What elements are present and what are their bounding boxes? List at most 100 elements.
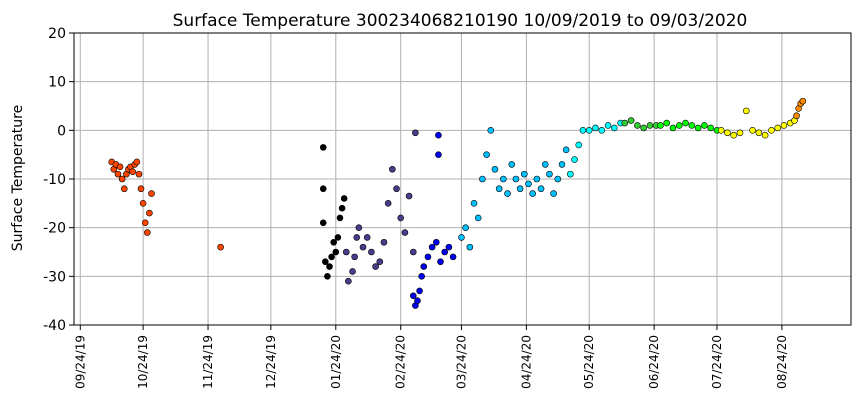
- y-tick-label: 10: [48, 75, 66, 91]
- data-point: [139, 200, 147, 207]
- data-point: [621, 119, 629, 127]
- data-point: [445, 243, 453, 251]
- data-point: [516, 185, 524, 193]
- data-point: [376, 258, 384, 266]
- data-point: [546, 170, 553, 178]
- data-point: [579, 127, 587, 134]
- x-tick-label: 06/24/20: [647, 335, 661, 389]
- data-point: [567, 170, 574, 178]
- data-point: [707, 124, 714, 132]
- data-point: [749, 127, 756, 134]
- data-point: [550, 190, 557, 197]
- data-point: [541, 161, 549, 168]
- data-point: [433, 238, 440, 246]
- data-point: [355, 224, 363, 231]
- data-point: [409, 292, 417, 300]
- data-point: [575, 141, 583, 149]
- data-point: [144, 229, 151, 236]
- data-point: [611, 124, 618, 132]
- data-point: [470, 200, 478, 207]
- x-tick-label: 08/24/20: [775, 335, 789, 389]
- x-tick-label: 02/24/20: [394, 335, 408, 389]
- data-point: [129, 168, 136, 175]
- series-1: [319, 144, 348, 280]
- data-point: [397, 214, 405, 222]
- data-point: [418, 273, 425, 280]
- data-point: [663, 119, 670, 127]
- data-point: [474, 214, 482, 222]
- data-point: [435, 151, 442, 158]
- y-axis-label: Surface Temperature: [10, 105, 26, 251]
- data-point: [353, 234, 361, 241]
- data-point: [116, 163, 124, 171]
- data-point: [508, 161, 516, 168]
- data-point: [401, 229, 409, 236]
- data-point: [675, 122, 683, 129]
- data-point: [412, 129, 419, 137]
- series-8: [717, 107, 798, 139]
- data-point: [483, 151, 490, 158]
- y-tick-label: -20: [43, 221, 66, 237]
- data-point: [646, 122, 654, 129]
- data-point: [424, 253, 432, 261]
- series-5: [567, 119, 624, 178]
- x-tick-label: 04/24/20: [519, 335, 533, 389]
- data-point: [217, 243, 224, 251]
- data-point: [742, 107, 750, 115]
- data-point: [319, 185, 327, 193]
- data-point: [435, 131, 442, 139]
- data-point: [405, 192, 413, 200]
- data-point: [332, 248, 340, 256]
- chart-title: Surface Temperature 300234068210190 10/0…: [173, 11, 748, 31]
- y-tick-label: 20: [48, 26, 66, 42]
- data-point: [730, 131, 738, 139]
- data-point: [334, 234, 342, 241]
- data-point: [393, 185, 400, 193]
- data-point: [627, 117, 635, 124]
- data-point: [793, 112, 800, 120]
- data-point: [634, 122, 641, 129]
- data-point: [701, 122, 708, 129]
- data-point: [441, 248, 448, 256]
- data-point: [657, 122, 664, 129]
- data-point: [487, 127, 495, 134]
- data-point: [420, 263, 428, 270]
- data-point: [135, 170, 143, 178]
- data-point: [462, 224, 469, 231]
- data-point: [384, 200, 392, 207]
- data-point: [141, 219, 149, 227]
- series-7: [657, 119, 721, 134]
- data-point: [500, 175, 507, 183]
- series-0: [108, 158, 224, 251]
- data-point: [146, 209, 153, 217]
- data-point: [724, 129, 731, 137]
- data-point: [349, 268, 356, 275]
- data-point: [466, 243, 474, 251]
- data-point: [340, 195, 348, 202]
- grid-lines: [74, 32, 851, 326]
- x-tick-label: 07/24/20: [710, 335, 724, 389]
- data-point: [345, 277, 352, 285]
- data-point: [504, 190, 511, 197]
- data-point: [479, 175, 486, 183]
- data-point: [585, 127, 593, 134]
- data-point: [529, 190, 536, 197]
- data-point: [736, 129, 744, 137]
- data-point: [351, 253, 358, 261]
- data-point: [137, 185, 145, 193]
- data-point: [414, 297, 421, 304]
- data-point: [688, 122, 696, 129]
- data-point: [520, 170, 528, 178]
- data-point: [372, 263, 379, 270]
- data-point: [558, 161, 566, 168]
- data-point: [428, 243, 436, 251]
- y-axis-ticks: -40 -30 -20 -10 0 10 20: [43, 26, 74, 334]
- x-tick-label: 11/24/19: [201, 335, 215, 389]
- data-point: [322, 258, 329, 266]
- data-point: [640, 124, 647, 132]
- data-point: [604, 122, 612, 129]
- series-6: [621, 117, 660, 132]
- data-point: [571, 156, 578, 163]
- y-tick-label: 0: [57, 123, 66, 139]
- data-point: [363, 234, 371, 241]
